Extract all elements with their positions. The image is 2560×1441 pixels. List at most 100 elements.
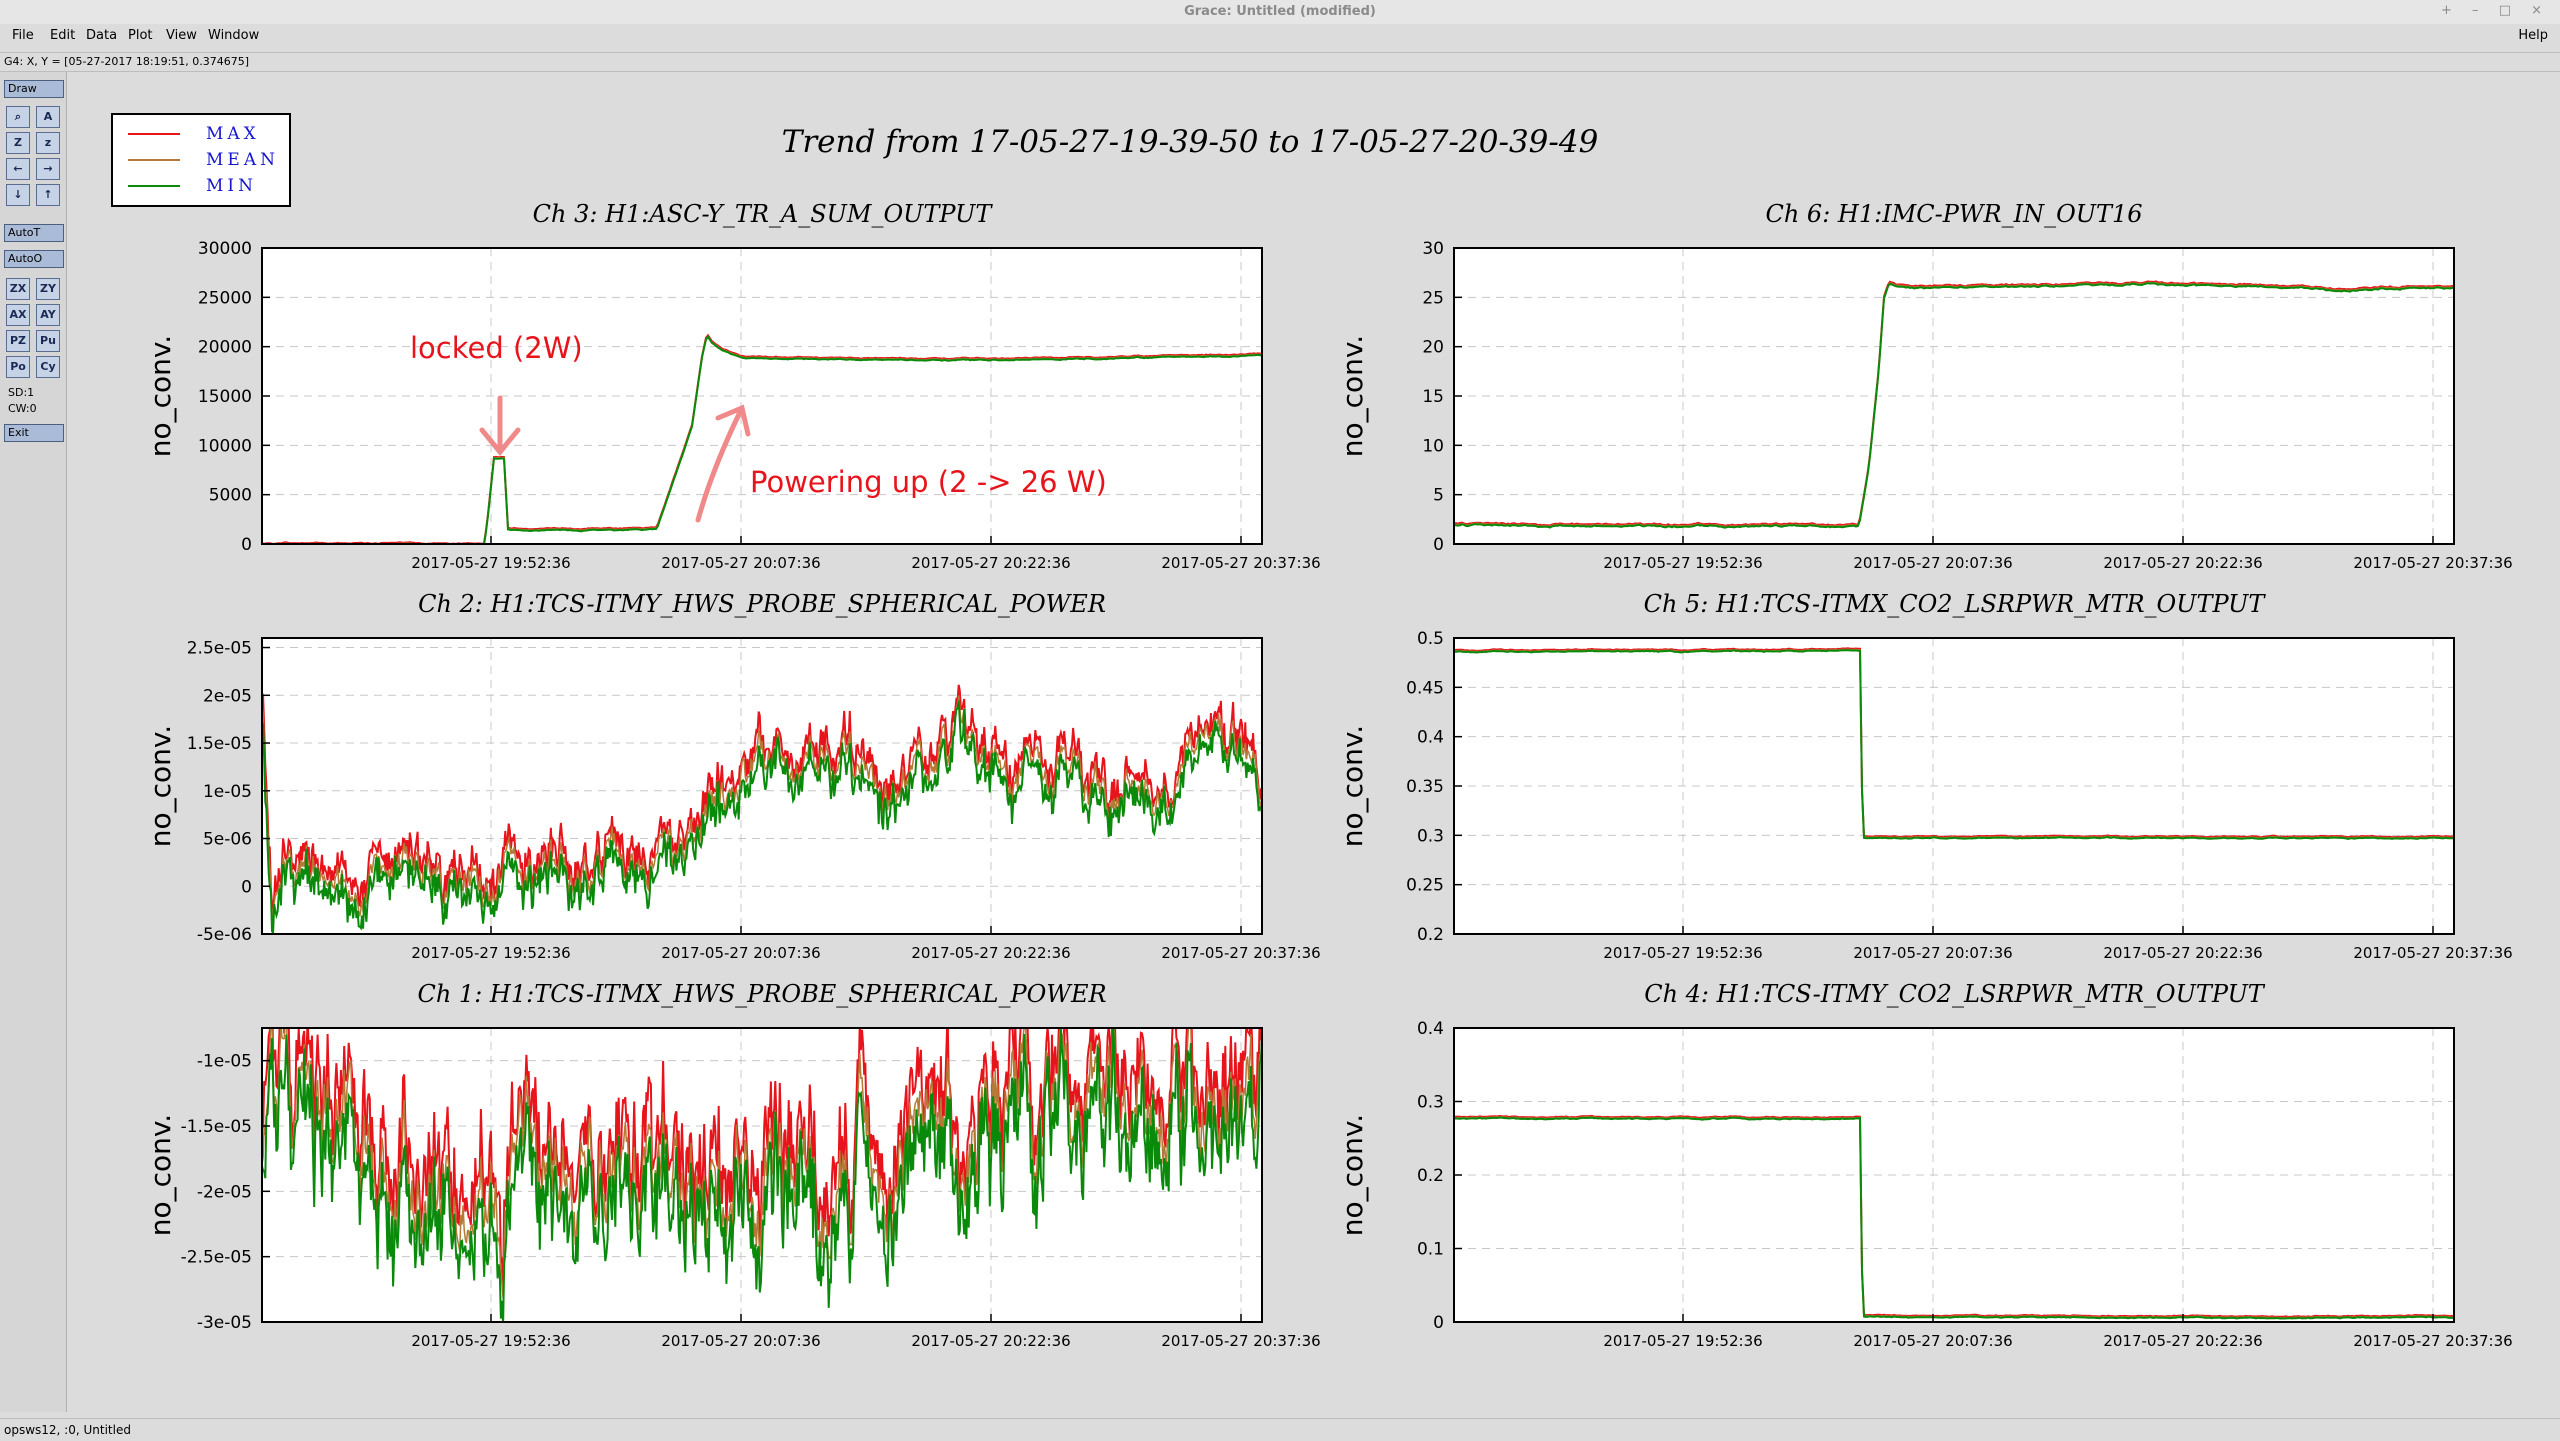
menu-edit[interactable]: Edit <box>50 28 76 43</box>
y-tick-label: 0.4 <box>1417 728 1444 748</box>
menu-window[interactable]: Window <box>208 28 260 43</box>
menu-view[interactable]: View <box>166 28 197 43</box>
plot-title: Ch 4: H1:TCS-ITMY_CO2_LSRPWR_MTR_OUTPUT <box>1644 980 2266 1008</box>
y-tick-label: 0.2 <box>1417 1166 1444 1186</box>
y-axis-label: no_conv. <box>144 1114 177 1236</box>
zx-button[interactable]: ZX <box>6 278 30 300</box>
series-group <box>1454 1114 2454 1320</box>
plot-title: Ch 1: H1:TCS-ITMX_HWS_PROBE_SPHERICAL_PO… <box>417 980 1106 1008</box>
zoom-icon[interactable]: ⌕ <box>6 106 30 128</box>
plot-panel-6: 0 0.1 0.2 0.3 0.4 2017-05-27 19:52:36 2017-05-… <box>1336 980 2513 1350</box>
toolbox: Draw ⌕ A Z z ← → ↓ ↑ AutoT AutoO ZX ZY A… <box>0 72 67 1412</box>
series-group <box>262 684 1262 934</box>
y-axis-label: no_conv. <box>1336 725 1369 847</box>
x-tick-label: 2017-05-27 19:52:36 <box>411 554 570 572</box>
ax-button[interactable]: AX <box>6 304 30 326</box>
y-tick-label: 1.5e-05 <box>187 734 252 754</box>
legend-label-max: MAX <box>206 124 260 144</box>
exit-button[interactable]: Exit <box>4 424 64 442</box>
zoom-z-icon[interactable]: Z <box>6 132 30 154</box>
arrow-right-icon[interactable]: → <box>36 158 60 180</box>
pz-button[interactable]: PZ <box>6 330 30 352</box>
series-min-line <box>1454 282 2454 529</box>
autot-button[interactable]: AutoT <box>4 224 64 242</box>
y-tick-label: -1e-05 <box>197 1052 252 1072</box>
x-tick-label: 2017-05-27 20:37:36 <box>1161 944 1320 962</box>
legend-label-min: MIN <box>206 176 257 196</box>
autoscale-text-icon[interactable]: A <box>36 106 60 128</box>
x-tick-label: 2017-05-27 20:07:36 <box>1853 944 2012 962</box>
x-tick-label: 2017-05-27 19:52:36 <box>411 1332 570 1350</box>
x-tick-label: 2017-05-27 20:37:36 <box>2353 554 2512 572</box>
y-tick-label: 0.1 <box>1417 1240 1444 1260</box>
x-tick-label: 2017-05-27 19:52:36 <box>1603 554 1762 572</box>
y-tick-label: 30000 <box>198 239 252 259</box>
pu-button[interactable]: Pu <box>36 330 60 352</box>
x-tick-label: 2017-05-27 20:22:36 <box>2103 1332 2262 1350</box>
y-tick-label: 1e-05 <box>203 782 252 802</box>
status-text: opsws12, :0, Untitled <box>4 1423 131 1437</box>
locator-bar: G4: X, Y = [05-27-2017 18:19:51, 0.37467… <box>0 52 2560 72</box>
menu-plot[interactable]: Plot <box>128 28 153 43</box>
autoo-button[interactable]: AutoO <box>4 250 64 268</box>
y-tick-label: 25000 <box>198 288 252 308</box>
y-tick-label: 0.35 <box>1406 777 1444 797</box>
plot-panel-2: -5e-06 0 5e-06 1e-05 1.5e-05 2e-05 2.5e-05 2017… <box>144 590 1321 962</box>
cy-button[interactable]: Cy <box>36 356 60 378</box>
y-axis-label: no_conv. <box>144 725 177 847</box>
x-tick-label: 2017-05-27 20:22:36 <box>911 944 1070 962</box>
plot-title: Ch 2: H1:TCS-ITMY_HWS_PROBE_SPHERICAL_PO… <box>418 590 1106 618</box>
series-mean-line <box>262 1028 1262 1298</box>
series-max-line <box>1454 280 2454 527</box>
menu-file[interactable]: File <box>12 28 34 43</box>
x-tick-label: 2017-05-27 19:52:36 <box>1603 1332 1762 1350</box>
series-min-line <box>262 700 1262 934</box>
y-axis-label: no_conv. <box>1336 335 1369 457</box>
series-max-line <box>1454 1114 2454 1318</box>
menu-data[interactable]: Data <box>86 28 118 43</box>
y-tick-label: 15000 <box>198 387 252 407</box>
plot-panel-5: 0.2 0.25 0.3 0.35 0.4 0.45 0.5 2017-05-27 19:52… <box>1336 590 2513 962</box>
zy-button[interactable]: ZY <box>36 278 60 300</box>
series-min-line <box>1454 649 2454 841</box>
y-tick-label: 5000 <box>209 486 252 506</box>
x-tick-label: 2017-05-27 20:07:36 <box>1853 554 2012 572</box>
arrow-up-icon[interactable]: ↑ <box>36 184 60 206</box>
y-tick-label: -5e-06 <box>197 925 252 945</box>
y-tick-label: 20000 <box>198 338 252 358</box>
y-tick-label: 30 <box>1422 239 1444 259</box>
menu-help[interactable]: Help <box>2518 28 2548 43</box>
ay-button[interactable]: AY <box>36 304 60 326</box>
window-controls[interactable]: + – □ × <box>2441 3 2550 18</box>
po-button[interactable]: Po <box>6 356 30 378</box>
x-tick-label: 2017-05-27 20:37:36 <box>2353 1332 2512 1350</box>
y-tick-label: 5 <box>1433 486 1444 506</box>
plot-area <box>1454 1028 2454 1322</box>
plot-panel-1: 0 5000 10000 15000 20000 25000 30000 2017-05-27… <box>144 200 1321 572</box>
annotation-locked: locked (2W) <box>410 331 583 365</box>
arrow-left-icon[interactable]: ← <box>6 158 30 180</box>
x-tick-label: 2017-05-27 20:07:36 <box>661 554 820 572</box>
x-tick-label: 2017-05-27 20:37:36 <box>1161 1332 1320 1350</box>
x-tick-label: 2017-05-27 20:37:36 <box>2353 944 2512 962</box>
figure-title: Trend from 17-05-27-19-39-50 to 17-05-27… <box>782 124 1599 160</box>
zoom-z-small-icon[interactable]: z <box>36 132 60 154</box>
x-tick-label: 2017-05-27 20:22:36 <box>911 554 1070 572</box>
y-tick-label: 20 <box>1422 338 1444 358</box>
y-tick-label: 10 <box>1422 436 1444 456</box>
series-group <box>262 1028 1262 1322</box>
series-max-line <box>262 1028 1262 1288</box>
x-tick-label: 2017-05-27 19:52:36 <box>411 944 570 962</box>
x-tick-label: 2017-05-27 20:22:36 <box>911 1332 1070 1350</box>
y-tick-label: 0.25 <box>1406 876 1444 896</box>
plot-frame <box>261 637 1263 935</box>
plot-area <box>1454 248 2454 544</box>
y-axis-label: no_conv. <box>1336 1114 1369 1236</box>
plot-title: Ch 3: H1:ASC-Y_TR_A_SUM_OUTPUT <box>533 200 994 228</box>
series-group <box>1454 647 2454 841</box>
x-tick-label: 2017-05-27 20:37:36 <box>1161 554 1320 572</box>
draw-button[interactable]: Draw <box>4 80 64 98</box>
arrow-down-icon[interactable]: ↓ <box>6 184 30 206</box>
y-tick-label: 0.2 <box>1417 925 1444 945</box>
